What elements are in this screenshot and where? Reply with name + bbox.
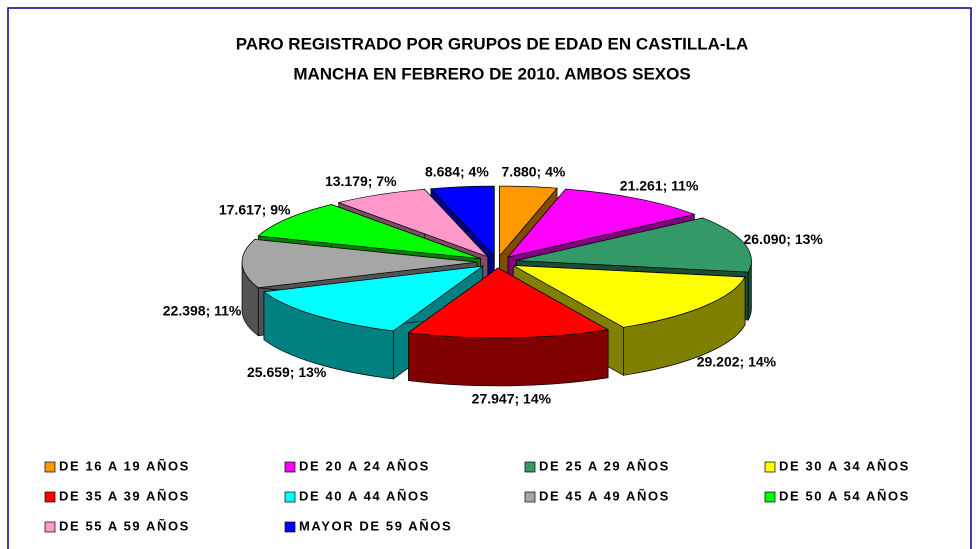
legend-swatch: [764, 461, 776, 473]
slice: [263, 265, 485, 332]
slice: [337, 188, 489, 258]
slice: [407, 267, 610, 339]
legend-label: DE 40 A 44 AÑOS: [299, 488, 430, 503]
legend-swatch: [284, 491, 296, 503]
slice: [513, 265, 746, 328]
legend-label: DE 50 A 54 AÑOS: [779, 488, 910, 503]
data-label: 8.684; 4%: [425, 164, 489, 180]
legend-label: DE 25 A 29 AÑOS: [539, 458, 670, 473]
data-label: 29.202; 14%: [697, 353, 777, 369]
legend-swatch: [44, 521, 56, 533]
legend-swatch: [524, 461, 536, 473]
slice: [257, 204, 481, 259]
data-label: 27.947; 14%: [472, 391, 552, 407]
data-label: 22.398; 11%: [163, 303, 242, 319]
legend-label: DE 45 A 49 AÑOS: [539, 488, 670, 503]
slice: [499, 185, 558, 258]
legend-swatch: [524, 491, 536, 503]
legend-label: MAYOR DE 59 AÑOS: [299, 518, 452, 533]
legend-label: DE 16 A 19 AÑOS: [59, 458, 190, 473]
legend-label: DE 30 A 34 AÑOS: [779, 458, 910, 473]
legend-swatch: [44, 461, 56, 473]
legend-swatch: [764, 491, 776, 503]
frame: [7, 7, 972, 549]
data-label: 7.880; 4%: [502, 163, 566, 179]
legend-swatch: [284, 461, 296, 473]
chart-title: MANCHA EN FEBRERO DE 2010. AMBOS SEXOS: [293, 64, 690, 83]
slice: [241, 239, 478, 289]
legend-swatch: [44, 491, 56, 503]
chart-title: PARO REGISTRADO POR GRUPOS DE EDAD EN CA…: [236, 34, 749, 53]
slice: [430, 185, 495, 257]
data-label: 26.090; 13%: [743, 231, 823, 247]
data-label: 13.179; 7%: [325, 173, 397, 189]
slice: [516, 217, 752, 273]
slice: [507, 188, 696, 258]
data-label: 25.659; 13%: [247, 364, 327, 380]
legend-label: DE 35 A 39 AÑOS: [59, 488, 190, 503]
legend-label: DE 20 A 24 AÑOS: [299, 458, 430, 473]
legend-swatch: [284, 521, 296, 533]
data-label: 17.617; 9%: [219, 201, 291, 217]
legend-label: DE 55 A 59 AÑOS: [59, 518, 190, 533]
data-label: 21.261; 11%: [620, 178, 699, 194]
